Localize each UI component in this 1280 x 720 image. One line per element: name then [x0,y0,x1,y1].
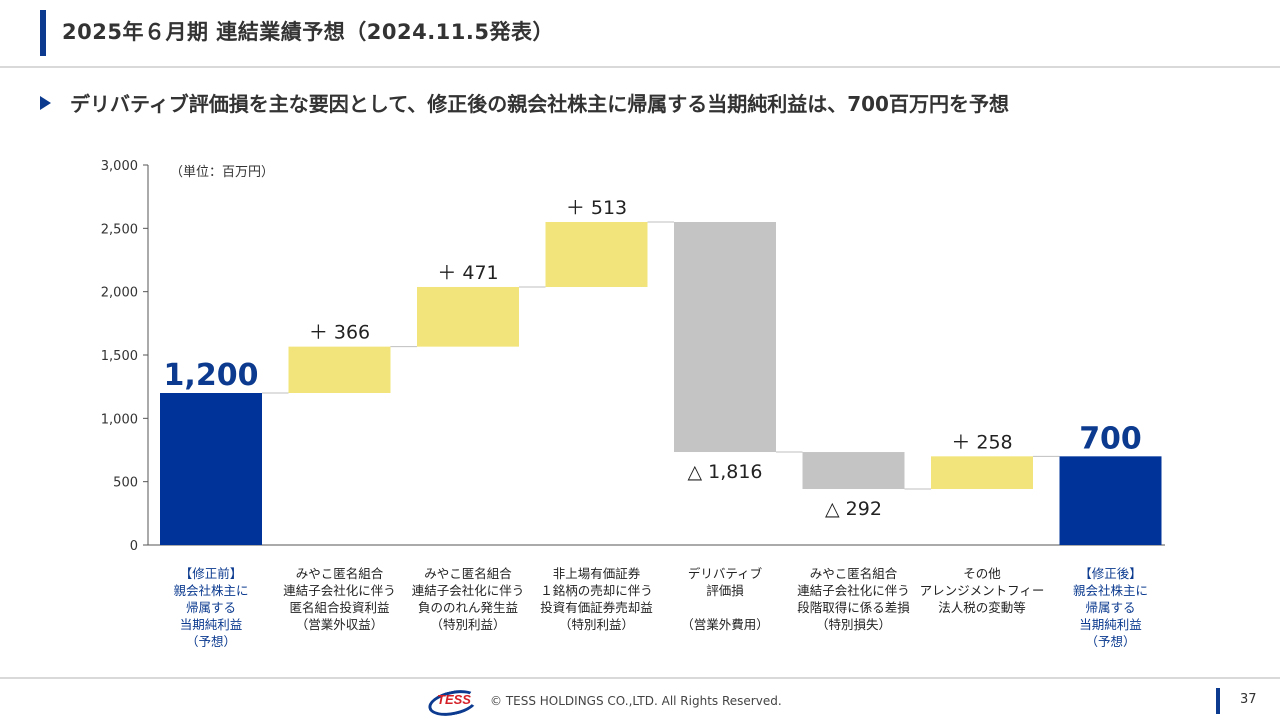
y-tick-label: 1,000 [101,412,138,427]
y-tick-label: 2,000 [101,286,138,301]
category-label-line: みやこ匿名組合 [810,566,898,581]
category-label-line: 連結子会社化に伴う [412,583,525,598]
bar-up [545,222,648,287]
data-label: △ 292 [825,498,882,520]
logo-text: TESS [437,692,471,707]
category-label-line: みやこ匿名組合 [424,566,512,581]
category-label-line: （営業外費用） [681,617,769,632]
category-label-line: （予想） [1085,634,1135,649]
copyright-text: © TESS HOLDINGS CO.,LTD. All Rights Rese… [490,694,782,708]
data-label: ＋ 471 [437,262,498,284]
category-label-line: 非上場有価証券 [553,566,641,581]
page-title: 2025年６月期 連結業績予想（2024.11.5発表） [62,20,554,44]
footer-divider [0,677,1280,679]
y-tick-label: 0 [130,539,138,554]
bar-down [802,452,905,490]
data-label: ＋ 366 [309,322,370,344]
category-label-line: （特別利益） [430,617,505,632]
y-tick-label: 1,500 [101,349,138,364]
page-subtitle: デリバティブ評価損を主な要因として、修正後の親会社株主に帰属する当期純利益は、7… [70,92,1009,116]
data-label-total: 1,200 [164,358,259,393]
category-label-line: （営業外収益） [296,617,384,632]
category-label-line: 帰属する [186,600,236,615]
category-label-line: 【修正前】 [180,566,243,581]
category-label-line: （特別損失） [816,617,891,632]
category-label-line: 当期純利益 [1079,617,1142,632]
category-label-line: その他 [963,566,1001,581]
category-label-line: アレンジメントフィー [920,583,1045,598]
category-label-line: （予想） [186,634,236,649]
title-divider [0,66,1280,68]
category-label-line: 親会社株主に [173,583,248,598]
bar-down [674,222,776,453]
page-number: 37 [1240,692,1257,707]
category-label-line: 評価損 [706,583,744,598]
data-label: ＋ 258 [951,431,1012,453]
page-number-accent [1216,688,1220,714]
category-label-line: 帰属する [1085,600,1135,615]
bar-up [931,456,1033,490]
y-tick-label: 2,500 [101,222,138,237]
unit-label: （単位：百万円） [170,164,274,180]
category-label-line: みやこ匿名組合 [296,566,384,581]
y-tick-label: 500 [113,476,138,491]
bar-total [160,393,262,545]
category-label-line: 投資有価証券売却益 [540,600,653,615]
category-label-line: 【修正後】 [1079,566,1142,581]
category-label-line: 負ののれん発生益 [418,600,518,615]
category-label-line: 親会社株主に [1073,583,1148,598]
data-label-total: 700 [1079,421,1142,456]
tess-logo: TESS [426,686,480,720]
bar-up [288,346,391,393]
category-label-line: １銘柄の売却に伴う [540,583,653,598]
category-label-line: 連結子会社化に伴う [283,583,396,598]
category-label-line: 法人税の変動等 [938,600,1026,615]
bar-up [417,286,519,347]
data-label: ＋ 513 [566,197,627,219]
y-tick-label: 3,000 [101,159,138,174]
bar-total [1059,456,1162,545]
category-label-line: 匿名組合投資利益 [289,600,389,615]
category-label-line: 段階取得に係る差損 [797,600,910,615]
data-label: △ 1,816 [687,461,762,483]
category-label-line: 当期純利益 [180,617,243,632]
category-label-line: 連結子会社化に伴う [797,583,910,598]
category-label-line: デリバティブ [688,566,763,581]
title-accent-bar [40,10,46,56]
triangle-bullet-icon [40,96,51,110]
category-label-line: （特別利益） [559,617,634,632]
